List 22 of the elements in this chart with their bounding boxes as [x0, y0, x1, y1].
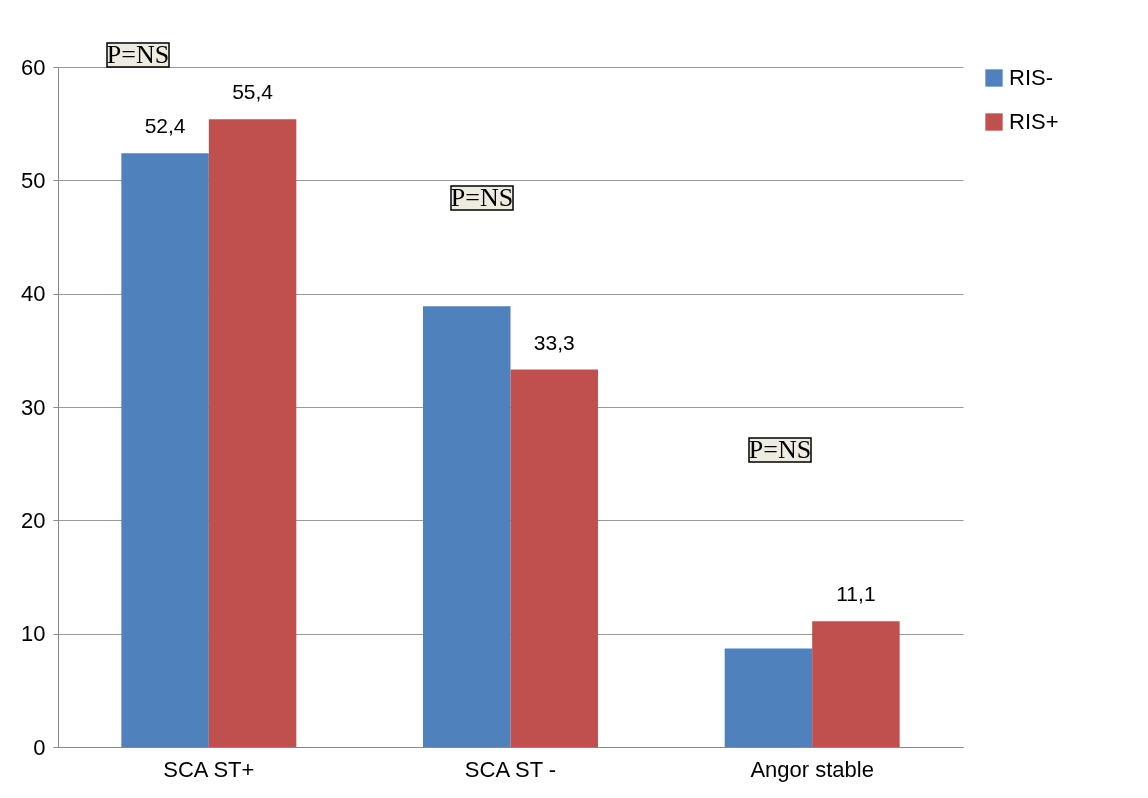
bar: [812, 621, 900, 747]
data-label: 11,1: [836, 582, 876, 606]
y-tick-label: 40: [21, 281, 46, 307]
legend-label: RIS+: [1009, 109, 1059, 134]
bar: [724, 648, 813, 747]
y-tick-label: 20: [21, 507, 46, 533]
x-tick-label: SCA ST -: [464, 756, 557, 782]
y-tick-label: 30: [21, 394, 46, 420]
x-tick-label: Angor stable: [750, 756, 874, 782]
data-label: 52,4: [144, 114, 186, 138]
y-tick-label: 10: [21, 621, 46, 647]
data-label: 33,3: [533, 330, 575, 354]
legend-label: RIS-: [1009, 65, 1053, 90]
data-label: 55,4: [232, 80, 274, 104]
bar: [121, 153, 209, 747]
y-tick-label: 60: [21, 54, 46, 80]
x-tick-label: SCA ST+: [163, 756, 255, 782]
y-tick-label: 50: [21, 167, 46, 193]
bar: [510, 369, 598, 747]
bar: [208, 119, 297, 747]
bar: [423, 306, 511, 747]
y-tick-label: 0: [33, 734, 46, 760]
